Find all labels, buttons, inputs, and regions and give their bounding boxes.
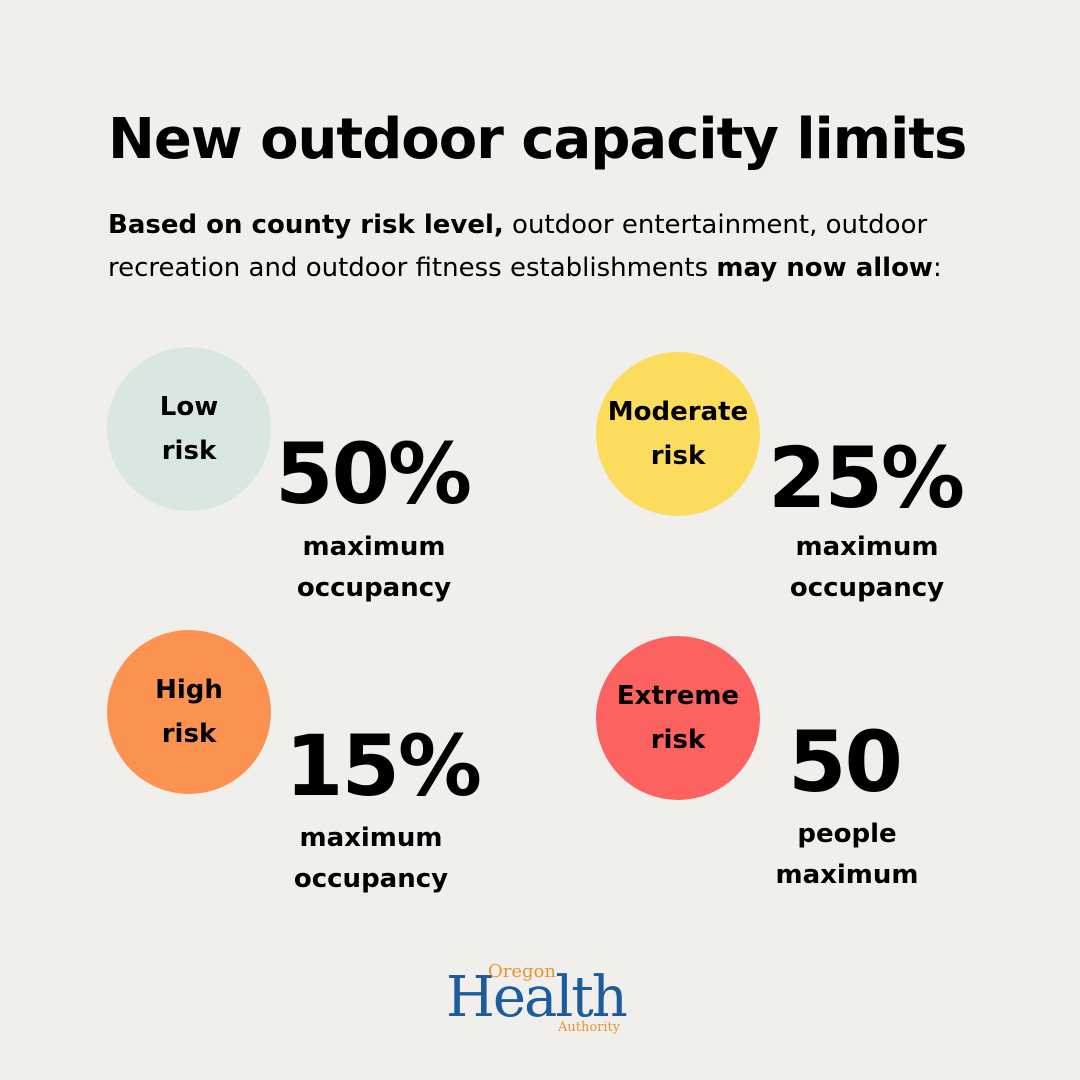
intro-text: Based on county risk level, outdoor ente… <box>108 204 988 290</box>
low-risk-desc-line1: maximum <box>302 532 446 562</box>
high-risk-value: 15% <box>285 717 482 815</box>
page-title: New outdoor capacity limits <box>108 107 967 172</box>
extreme-risk-label-line1: Extreme <box>616 681 740 711</box>
low-risk-value: 50% <box>275 425 472 523</box>
low-risk-label-line2: risk <box>161 436 217 466</box>
low-risk-badge: Low risk <box>107 347 271 511</box>
moderate-risk-desc-line2: occupancy <box>789 573 945 603</box>
moderate-risk-label-line2: risk <box>650 441 706 471</box>
low-risk-label-line1: Low <box>159 392 219 422</box>
logo-oregon-text: Oregon <box>488 961 556 982</box>
high-risk-description: maximum occupancy <box>251 818 491 900</box>
moderate-risk-label-line1: Moderate <box>607 397 749 427</box>
intro-bold-lead: Based on county risk level, <box>108 210 504 240</box>
moderate-risk-description: maximum occupancy <box>747 527 987 609</box>
logo-authority-text: Authority <box>558 1020 621 1035</box>
intro-bold-tail: may now allow <box>716 253 933 283</box>
oregon-health-authority-logo: Health Oregon Authority <box>446 960 636 1040</box>
extreme-risk-desc-line1: people <box>797 819 897 849</box>
low-risk-desc-line2: occupancy <box>296 573 452 603</box>
extreme-risk-value: 50 <box>788 713 903 811</box>
extreme-risk-badge: Extreme risk <box>596 636 760 800</box>
logo-health-text: Health <box>446 965 628 1030</box>
moderate-risk-value: 25% <box>768 429 965 527</box>
intro-end: : <box>932 253 942 283</box>
intro-middle: outdoor entertainment, outdoor recreatio… <box>108 210 928 283</box>
extreme-risk-label-line2: risk <box>650 725 706 755</box>
high-risk-label-line1: High <box>155 675 223 705</box>
moderate-risk-desc-line1: maximum <box>795 532 939 562</box>
extreme-risk-desc-line2: maximum <box>775 860 919 890</box>
extreme-risk-description: people maximum <box>727 814 967 896</box>
low-risk-description: maximum occupancy <box>254 527 494 609</box>
high-risk-label-line2: risk <box>161 719 217 749</box>
moderate-risk-badge: Moderate risk <box>596 352 760 516</box>
high-risk-desc-line1: maximum <box>299 823 443 853</box>
high-risk-badge: High risk <box>107 630 271 794</box>
high-risk-desc-line2: occupancy <box>293 864 449 894</box>
